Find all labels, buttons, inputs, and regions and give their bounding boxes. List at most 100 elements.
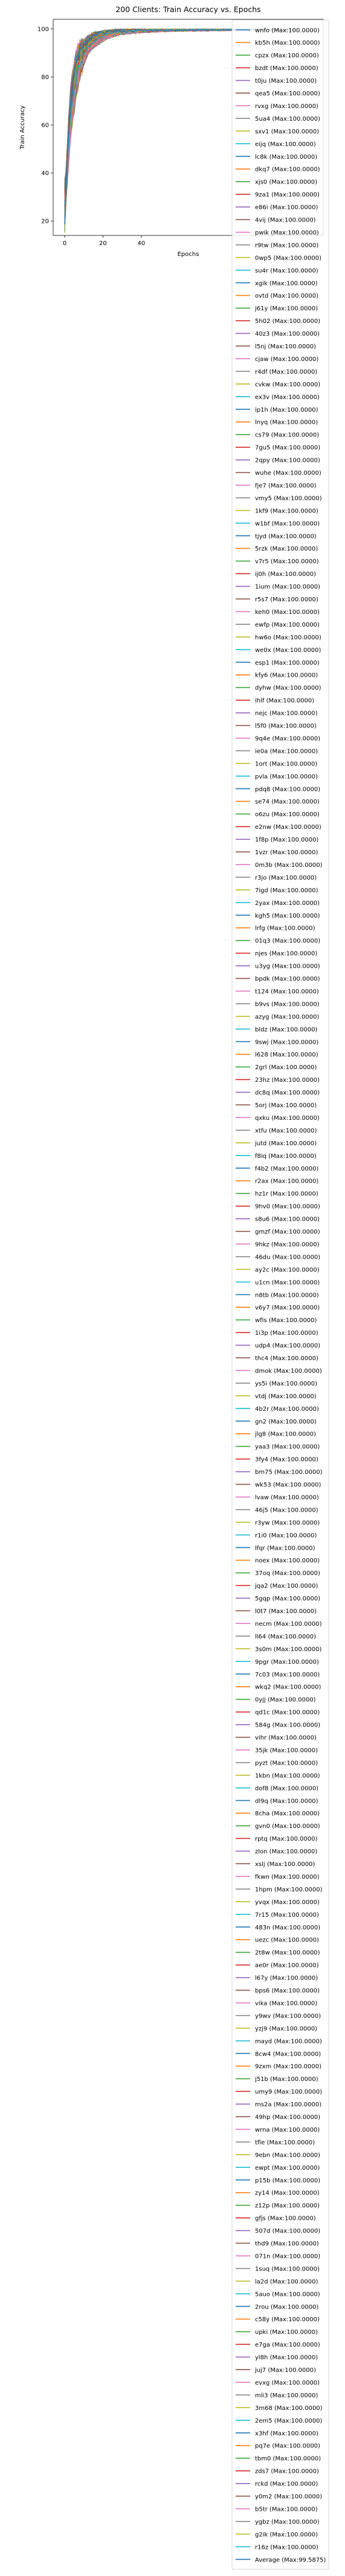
legend-label: 9q4e (Max:100.0000): [255, 735, 320, 742]
legend-label: xslj (Max:100.0000): [255, 1861, 315, 1868]
chart-title: 200 Clients: Train Accuracy vs. Epochs: [115, 5, 260, 14]
legend-label: c58y (Max:100.0000): [255, 2316, 320, 2323]
legend-label: 1i3p (Max:100.0000): [255, 1330, 318, 1337]
legend-label: cs79 (Max:100.0000): [255, 432, 319, 439]
legend-label: 0m3b (Max:100.0000): [255, 862, 323, 869]
legend-label: ygbz (Max:100.0000): [255, 2519, 320, 2525]
legend-label: 4vij (Max:100.0000): [255, 217, 316, 224]
legend-label: x3hf (Max:100.0000): [255, 2431, 318, 2437]
legend-label: rptq (Max:100.0000): [255, 1836, 318, 1843]
legend-label: 483n (Max:100.0000): [255, 1925, 320, 1931]
legend-label: 3s0m (Max:100.0000): [255, 1646, 322, 1653]
legend-label: su4r (Max:100.0000): [255, 267, 318, 274]
legend-label: hw6o (Max:100.0000): [255, 634, 321, 641]
legend-label: 1vzr (Max:100.0000): [255, 849, 318, 856]
legend-label: cjaw (Max:100.0000): [255, 356, 318, 363]
legend-label: 01q3 (Max:100.0000): [255, 938, 320, 945]
legend-label: bzdt (Max:100.0000): [255, 65, 318, 72]
legend-label: r2ax (Max:100.0000): [255, 1178, 318, 1185]
legend-label: qea5 (Max:100.0000): [255, 91, 320, 97]
legend-label: 1hpm (Max:100.0000): [255, 1887, 323, 1893]
legend-label: 9pgr (Max:100.0000): [255, 1659, 319, 1666]
legend-label: 2t8w (Max:100.0000): [255, 1950, 320, 1957]
legend-label: ovtd (Max:100.0000): [255, 293, 318, 299]
legend-label: t0ju (Max:100.0000): [255, 78, 317, 85]
legend-label: 5gqp (Max:100.0000): [255, 1596, 320, 1602]
y-tick-label: 100: [37, 26, 49, 33]
legend-label: qxku (Max:100.0000): [255, 1115, 320, 1122]
legend-label: gfjs (Max:100.0000): [255, 2216, 316, 2222]
x-tick-label: 20: [99, 240, 107, 247]
legend-label: la2d (Max:100.0000): [255, 2278, 318, 2285]
legend-label: e86i (Max:100.0000): [255, 205, 318, 211]
legend-label: 23hz (Max:100.0000): [255, 1077, 320, 1084]
legend-label: l67y (Max:100.0000): [255, 1975, 318, 1982]
legend-label: lfqr (Max:100.0000): [255, 1545, 315, 1552]
legend-label: 0wp5 (Max:100.0000): [255, 255, 321, 261]
legend-label: l5nj (Max:100.0000): [255, 344, 316, 350]
legend-label: thc4 (Max:100.0000): [255, 1355, 318, 1362]
legend-label: kfy6 (Max:100.0000): [255, 673, 318, 679]
legend-label: j51b (Max:100.0000): [254, 2076, 318, 2083]
x-axis-label: Epochs: [178, 251, 199, 258]
legend-label: r9tw (Max:100.0000): [255, 242, 318, 249]
legend-label: 9ebn (Max:100.0000): [255, 2152, 320, 2159]
legend-label: e7ga (Max:100.0000): [255, 2342, 320, 2348]
legend-label: pwik (Max:100.0000): [255, 229, 319, 236]
legend-label: kgh5 (Max:100.0000): [255, 913, 320, 919]
legend-label: 2em5 (Max:100.0000): [255, 2418, 322, 2424]
legend-label: gmzf (Max:100.0000): [255, 1229, 320, 1236]
legend-label: r5s7 (Max:100.0000): [255, 596, 318, 603]
legend-label: kb5h (Max:100.0000): [255, 40, 320, 46]
legend-label: z12p (Max:100.0000): [255, 2203, 320, 2210]
legend-label: 5ua4 (Max:100.0000): [255, 116, 320, 123]
legend-label: xgik (Max:100.0000): [255, 280, 318, 287]
legend-label: dmok (Max:100.0000): [255, 1368, 322, 1375]
y-tick-label: 40: [41, 170, 49, 177]
legend-label: ae0r (Max:100.0000): [255, 1963, 319, 1969]
legend-label: n8tb (Max:100.0000): [255, 1292, 319, 1299]
y-axis-ticks: 20 40 60 80 100: [37, 26, 53, 225]
legend-label: noex (Max:100.0000): [255, 1558, 320, 1564]
legend-label: pvla (Max:100.0000): [255, 773, 318, 780]
legend-label: 5h02 (Max:100.0000): [255, 318, 320, 325]
legend-label: 1ort (Max:100.0000): [255, 761, 317, 767]
legend-label: r3yw (Max:100.0000): [255, 1520, 320, 1526]
legend-label: jqa2 (Max:100.0000): [254, 1583, 318, 1590]
legend-label: rvxg (Max:100.0000): [255, 103, 318, 110]
legend-label: 9hv0 (Max:100.0000): [255, 1204, 320, 1210]
legend-label: p15b (Max:100.0000): [255, 2178, 320, 2184]
legend-label: bldz (Max:100.0000): [255, 1026, 318, 1033]
legend-label: 7igd (Max:100.0000): [255, 887, 318, 894]
legend-label: 46du (Max:100.0000): [255, 1254, 320, 1261]
legend-label: 2yax (Max:100.0000): [255, 900, 320, 907]
legend-label: vmy5 (Max:100.0000): [255, 495, 322, 502]
legend-label: upki (Max:100.0000): [255, 2329, 318, 2336]
legend-label: dc8q (Max:100.0000): [255, 1090, 320, 1096]
legend-label: 5rzk (Max:100.0000): [255, 546, 318, 552]
legend-label: vtdj (Max:100.0000): [255, 1393, 317, 1400]
legend-label: g2ik (Max:100.0000): [255, 2531, 318, 2538]
legend-label: 9hkz (Max:100.0000): [255, 1241, 320, 1248]
legend-label: 1ium (Max:100.0000): [255, 584, 320, 590]
legend-label: w1bf (Max:100.0000): [255, 520, 320, 527]
y-tick-label: 20: [41, 219, 49, 225]
legend-label: f8iq (Max:100.0000): [255, 1153, 317, 1160]
legend-label: b5tr (Max:100.0000): [255, 2506, 318, 2513]
legend-label: gvn0 (Max:100.0000): [255, 1823, 320, 1830]
legend-label: r1i0 (Max:100.0000): [255, 1532, 317, 1539]
legend-label: lrfg (Max:100.0000): [255, 925, 315, 932]
legend-label: r4df (Max:100.0000): [255, 369, 317, 376]
legend-label: 4b2r (Max:100.0000): [255, 1406, 319, 1413]
legend-label: r3jo (Max:100.0000): [255, 875, 317, 881]
legend-label: vihr (Max:100.0000): [255, 1735, 317, 1742]
legend-label: ll64 (Max:100.0000): [255, 1634, 316, 1640]
legend-label: fje7 (Max:100.0000): [255, 482, 317, 489]
legend-label: zy14 (Max:100.0000): [255, 2190, 320, 2197]
legend-label: njes (Max:100.0000): [255, 951, 317, 957]
legend-label: ys5i (Max:100.0000): [255, 1381, 317, 1387]
legend-label: 9zxm (Max:100.0000): [255, 2063, 321, 2070]
legend-label: 7c03 (Max:100.0000): [255, 1672, 320, 1678]
legend-label: u3yg (Max:100.0000): [255, 964, 320, 970]
